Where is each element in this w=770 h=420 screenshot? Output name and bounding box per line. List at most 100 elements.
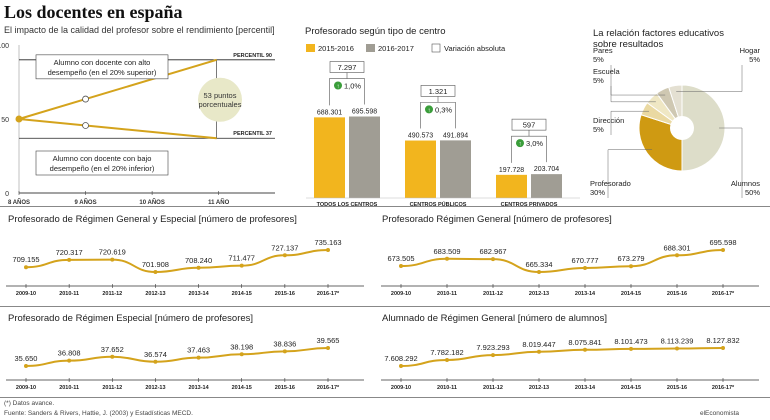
impacto-labels: PERCENTIL 90 PERCENTIL 37 53 puntos porcent… <box>35 53 272 176</box>
data-label: 8.127.832 <box>706 336 739 345</box>
bar-value-label: 197.728 <box>499 167 524 174</box>
data-point <box>675 253 679 258</box>
data-label: 683.509 <box>433 247 460 256</box>
data-point <box>196 355 201 360</box>
pie-value-label: 5% <box>593 55 604 64</box>
x-tick-label: 2015-16 <box>275 291 295 297</box>
data-point <box>491 353 495 358</box>
separator-middle <box>0 306 770 307</box>
tipo-centro-chart: 2015-2016 2016-2017 Variación absoluta 688… <box>306 43 580 208</box>
data-label: 37.463 <box>187 346 210 355</box>
alumnado-chart: 7.608.292 2009-10 7.782.182 2010-11 7.923.29… <box>381 336 759 391</box>
general-title: Profesorado Régimen General [número de p… <box>382 214 612 225</box>
footnote: (*) Datos avance. <box>4 400 55 407</box>
pie-hole <box>670 116 694 140</box>
tipo-centro-labels: 688.301 695.598 7.297 ↑ 1,0% TODOS LOS CENTRO… <box>317 63 560 208</box>
data-label: 670.777 <box>571 256 598 265</box>
data-point <box>721 248 725 252</box>
data-label: 38.836 <box>273 339 296 348</box>
x-tick-label: 2011-12 <box>483 291 503 297</box>
data-label: 38.198 <box>230 342 253 351</box>
factores-pie: Alumnos50%Profesorado30%Dirección5%Escue… <box>590 46 760 198</box>
category-label: TODOS LOS CENTROS <box>317 202 378 208</box>
variation-bracket <box>511 135 547 163</box>
pie-value-label: 5% <box>749 55 760 64</box>
data-label: 720.317 <box>56 248 83 257</box>
x-tick-label: 2012-13 <box>145 291 165 297</box>
x-tick-label: 2016-17* <box>317 291 340 297</box>
tipo-centro-title: Profesorado según tipo de centro <box>305 26 446 37</box>
x-tick-label: 2010-11 <box>59 385 79 391</box>
x-tick-label: 2010-11 <box>437 385 457 391</box>
data-label: 36.574 <box>144 350 167 359</box>
data-label: 711.477 <box>228 254 255 263</box>
series-line <box>400 249 724 274</box>
pie-label: Dirección <box>593 116 624 125</box>
data-label: 673.505 <box>387 254 414 263</box>
series-line <box>400 347 724 367</box>
pie-leader <box>610 65 666 96</box>
impacto-ticks: 0 50 100 8 AÑOS 9 AÑOS 10 AÑOS 11 AÑO <box>0 43 230 206</box>
pie-slices <box>638 84 726 172</box>
bar-value-label: 688.301 <box>317 109 342 116</box>
x-tick-label: 2014-15 <box>232 291 252 297</box>
percentile-label: PERCENTIL 37 <box>233 131 272 137</box>
data-label: 709.155 <box>12 255 39 264</box>
x-tick-label: 2015-16 <box>667 385 687 391</box>
pie-labels: Alumnos50%Profesorado30%Dirección5%Escue… <box>590 46 760 198</box>
series-line <box>25 249 329 274</box>
data-label: 36.808 <box>58 349 81 358</box>
data-label: 37.652 <box>101 345 124 354</box>
y-tick-label: 50 <box>1 117 9 124</box>
bar <box>405 140 436 198</box>
data-label: 7.608.292 <box>384 354 417 363</box>
data-point <box>24 265 28 270</box>
bar <box>349 116 380 198</box>
x-tick-label: 2016-17* <box>712 291 735 297</box>
category-label: CENTROS PÚBLICOS <box>410 201 467 208</box>
data-label: 720.619 <box>99 248 126 257</box>
series-line <box>25 347 329 367</box>
data-point <box>24 364 28 368</box>
bar-value-label: 491.894 <box>443 132 468 139</box>
data-label: 695.598 <box>709 238 736 247</box>
series-label: Alumno con docente con bajo desempeño (en… <box>50 154 155 173</box>
bar <box>531 174 562 198</box>
up-arrow-glyph: ↑ <box>428 108 431 114</box>
variation-value: 597 <box>523 121 536 130</box>
x-tick-label: 2016-17* <box>317 385 340 391</box>
pie-value-label: 30% <box>590 188 605 197</box>
x-tick-label: 2013-14 <box>188 291 209 297</box>
data-label: 701.908 <box>142 260 169 269</box>
data-point <box>282 349 287 354</box>
data-point <box>583 347 587 352</box>
data-point <box>196 265 201 270</box>
data-label: 688.301 <box>663 243 690 252</box>
y-tick-label: 100 <box>0 43 9 50</box>
y-tick-label: 0 <box>5 191 9 198</box>
data-label: 8.019.447 <box>522 340 555 349</box>
data-label: 8.075.841 <box>568 338 601 347</box>
tipo-centro-bars <box>306 61 580 199</box>
impacto-lines <box>15 58 242 140</box>
alumnado-title: Alumnado de Régimen General [número de a… <box>382 313 607 324</box>
data-point <box>537 270 541 274</box>
x-tick-label: 11 AÑO <box>208 199 229 206</box>
data-point <box>326 248 330 252</box>
general-especial-title: Profesorado de Régimen General y Especia… <box>8 214 297 225</box>
x-tick-label: 2013-14 <box>575 385 596 391</box>
x-tick-label: 2011-12 <box>102 291 122 297</box>
series-line <box>18 118 217 140</box>
especial-chart: 35.650 2009-10 36.808 2010-11 37.652 2011-12 3… <box>6 336 364 391</box>
annotation-text: 53 puntos porcentuales <box>199 91 242 109</box>
general-chart: 673.505 2009-10 683.509 2010-11 682.967 2011-… <box>381 238 759 297</box>
data-point <box>239 263 244 268</box>
x-tick-label: 8 AÑOS <box>8 199 30 206</box>
data-point <box>491 257 495 262</box>
data-point <box>110 354 115 359</box>
pie-label: Hogar <box>740 46 761 55</box>
credit: elEconomista <box>700 410 740 417</box>
annotation-bubble <box>198 77 242 122</box>
tipo-centro-legend: 2015-2016 2016-2017 Variación absoluta <box>306 43 506 53</box>
bar-value-label: 695.598 <box>352 109 377 116</box>
